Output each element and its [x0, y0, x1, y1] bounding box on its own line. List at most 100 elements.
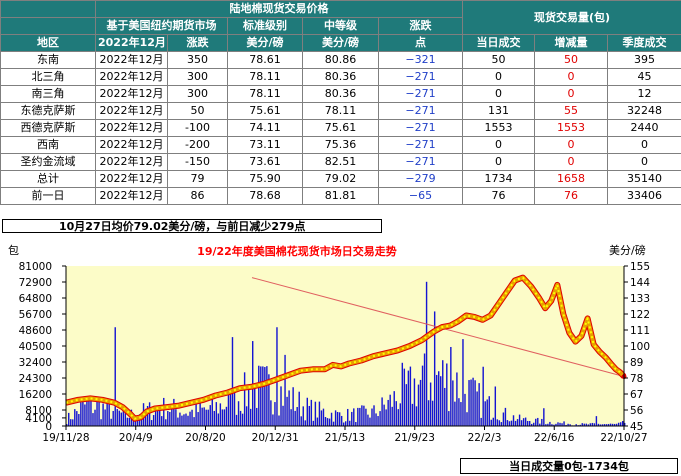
cell-season: 12 [607, 85, 681, 103]
cell-std: 73.11 [227, 136, 303, 154]
volume-bar [171, 404, 173, 426]
right-tick-label: 78 [630, 373, 643, 385]
volume-bar [440, 376, 442, 426]
volume-bar [314, 401, 317, 426]
table-row: 东德克萨斯 2022年12月 50 75.61 78.11 −271 131 55 32248 [0, 102, 681, 120]
volume-bar [80, 402, 82, 426]
volume-bar [225, 406, 228, 426]
volume-bar [537, 417, 539, 426]
volume-bar [268, 374, 270, 426]
volume-bar [494, 386, 497, 426]
volume-bar [518, 414, 521, 426]
left-tick-label: 16200 [19, 389, 52, 401]
left-tick-label: 56700 [19, 309, 52, 321]
cell-chg: −271 [377, 153, 464, 171]
volume-bar [284, 354, 286, 426]
volume-bar [563, 421, 565, 426]
volume-bar [173, 398, 175, 426]
volume-bar [278, 415, 280, 426]
volume-bar [468, 380, 470, 426]
cell-std: 74.11 [227, 119, 303, 137]
volume-bar [88, 400, 90, 426]
volume-bar [520, 420, 523, 426]
cell-contract: 2022年12月 [95, 153, 168, 171]
volume-bar [547, 423, 549, 426]
volume-bar [480, 417, 482, 426]
average-price-caption: 10月27日均价79.02美分/磅，与前日减少279点 [2, 219, 382, 233]
cell-chg: −279 [377, 170, 464, 188]
cell-delta: 76 [534, 187, 609, 205]
volume-bar [605, 424, 608, 426]
cell-std: 75.90 [227, 170, 303, 188]
left-axis-label: 包 [8, 244, 19, 257]
cell-day: 131 [462, 102, 536, 120]
column-header: 涨跌 [167, 34, 228, 52]
column-header: 美分/磅 [302, 34, 379, 52]
volume-bar [205, 409, 207, 426]
volume-bar [165, 419, 167, 426]
x-tick-label: 20/4/9 [119, 432, 153, 444]
volume-bar [389, 394, 391, 426]
volume-bar [219, 403, 222, 426]
daily-volume-caption: 当日成交量0包-1734包 [460, 458, 678, 474]
volume-bar [154, 408, 157, 426]
cell-chg: −321 [377, 51, 464, 69]
volume-bar [189, 411, 191, 426]
volume-bar [132, 417, 135, 426]
x-tick-label: 20/12/31 [252, 432, 299, 444]
volume-bar [429, 382, 432, 426]
cell-basis: 50 [167, 102, 228, 120]
volume-bar [324, 417, 327, 426]
volume-bar [336, 411, 339, 426]
volume-bar [387, 399, 389, 426]
cell-region: 南三角 [0, 85, 96, 103]
chart-title: 19/22年度美国棉花现货市场日交易走势 [197, 244, 397, 258]
cell-season: 0 [607, 136, 681, 154]
volume-bar [104, 409, 106, 426]
volume-bar [106, 399, 108, 426]
volume-bar [476, 391, 478, 426]
volume-bar [304, 420, 306, 426]
volume-bar [613, 423, 616, 426]
left-tick-label: 48600 [19, 325, 52, 337]
volume-bar [401, 362, 404, 426]
volume-bar [120, 412, 123, 426]
volume-bar [92, 413, 94, 426]
cell-chg: −271 [377, 85, 464, 103]
volume-bar [223, 409, 226, 426]
volume-bar [294, 410, 296, 426]
cell-contract: 2022年12月 [95, 51, 168, 69]
header-blank-cell [0, 0, 96, 18]
volume-bar [300, 416, 302, 426]
volume-bar [355, 422, 357, 426]
volume-bar [90, 395, 92, 426]
left-tick-label: 32400 [19, 357, 52, 369]
volume-bar [195, 403, 197, 426]
volume-bar [431, 400, 434, 426]
cell-region: 东南 [0, 51, 96, 69]
volume-bar [72, 419, 74, 426]
volume-bar [338, 412, 341, 426]
table-body: 东南 2022年12月 350 78.61 80.86 −321 50 50 395 北三角 202… [0, 51, 681, 205]
price-table: 陆地棉现货交易价格 现货交易量(包) 基于美国纽约期货市场 标准级别 中等级 涨… [0, 0, 681, 205]
volume-bar [199, 403, 201, 426]
x-tick-label: 22/6/16 [534, 432, 575, 444]
volume-bar [417, 384, 420, 426]
volume-bar [349, 420, 351, 426]
volume-bar [245, 406, 248, 426]
volume-bar [211, 398, 213, 426]
x-tick-label: 22/2/3 [468, 432, 502, 444]
volume-bar [169, 411, 171, 426]
volume-bar [549, 421, 551, 426]
volume-bar [421, 365, 424, 426]
volume-bar [108, 402, 110, 426]
column-header: 2022年12月 [95, 34, 168, 52]
volume-bar [583, 423, 585, 426]
cell-contract: 2022年12月 [95, 119, 168, 137]
right-tick-label: 67 [630, 389, 643, 401]
subheader-change: 涨跌 [377, 17, 464, 35]
volume-bar [150, 420, 153, 426]
cell-delta: 1658 [534, 170, 609, 188]
cell-region: 总计 [0, 170, 96, 188]
